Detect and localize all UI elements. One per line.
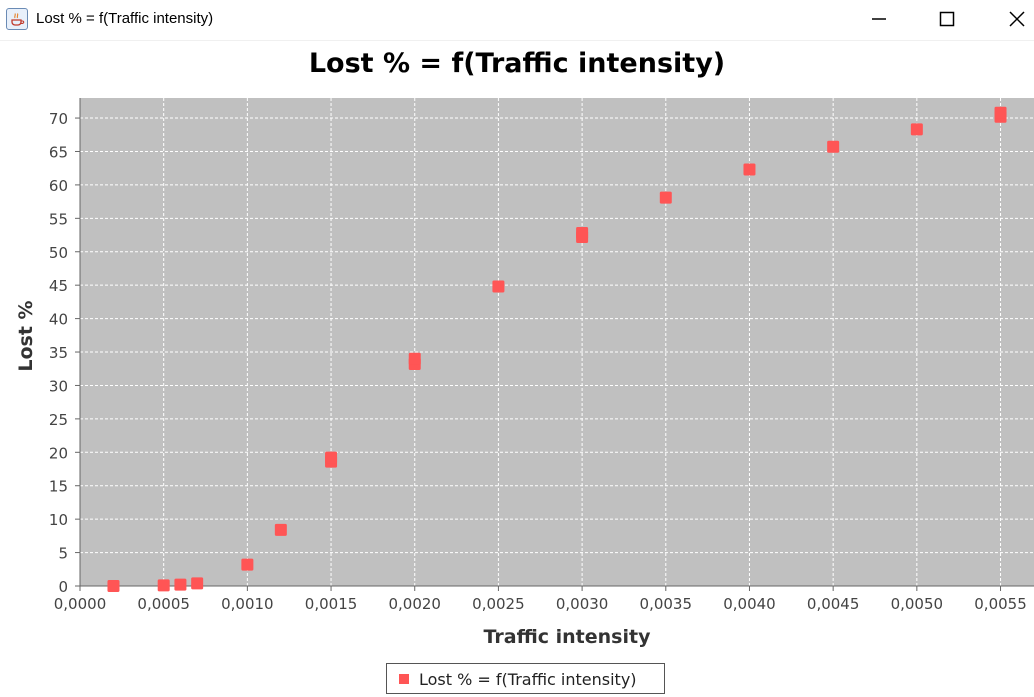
data-point <box>174 578 187 591</box>
legend: Lost % = f(Traffic intensity) <box>386 663 665 694</box>
x-tick-label: 0,0045 <box>807 595 860 613</box>
x-tick-label: 0,0015 <box>305 595 358 613</box>
data-point <box>659 191 672 204</box>
x-tick-label: 0,0000 <box>54 595 107 613</box>
java-cup-icon[interactable] <box>6 8 28 30</box>
y-tick-label: 50 <box>49 244 68 262</box>
data-point <box>241 558 254 571</box>
y-tick-label: 30 <box>49 377 68 395</box>
data-point <box>191 577 204 590</box>
x-tick-label: 0,0025 <box>472 595 525 613</box>
data-point <box>492 280 505 293</box>
data-point <box>827 140 840 153</box>
data-point <box>743 163 756 176</box>
plot-area <box>80 98 1034 586</box>
y-tick-label: 70 <box>49 110 68 128</box>
y-tick-label: 35 <box>49 344 68 362</box>
data-point <box>274 523 287 536</box>
x-axis: 0,0000 0,0005 0,0010 0,0015 0,0020 0,0025 0,00… <box>54 585 1034 613</box>
x-tick-label: 0,0040 <box>723 595 776 613</box>
data-point <box>910 123 923 136</box>
data-point <box>576 227 589 240</box>
x-tick-label: 0,0050 <box>891 595 944 613</box>
y-tick-label: 5 <box>58 545 68 563</box>
data-point <box>408 352 421 365</box>
maximize-icon <box>939 11 955 27</box>
data-point <box>994 106 1007 119</box>
x-axis-label: Traffic intensity <box>484 626 652 648</box>
close-icon <box>1009 11 1025 27</box>
chart-title: Lost % = f(Traffic intensity) <box>308 48 726 79</box>
y-tick-label: 45 <box>49 277 68 295</box>
scatter-chart: 0,0000 0,0005 0,0010 0,0015 0,0020 0,0025 0,00… <box>15 98 1034 648</box>
x-tick-label: 0,0030 <box>556 595 609 613</box>
x-tick-label: 0,0055 <box>974 595 1027 613</box>
y-tick-label: 60 <box>49 177 68 195</box>
y-tick-label: 55 <box>49 210 68 228</box>
y-axis: 0 5 10 15 20 25 30 35 40 45 50 55 60 65 70 <box>49 98 81 596</box>
y-gridlines <box>80 117 1034 554</box>
y-tick-label: 20 <box>49 444 68 462</box>
y-tick-label: 65 <box>49 143 68 161</box>
legend-label: Lost % = f(Traffic intensity) <box>419 670 637 689</box>
x-tick-label: 0,0005 <box>137 595 190 613</box>
y-tick-label: 0 <box>58 578 68 596</box>
y-tick-label: 10 <box>49 511 68 529</box>
data-point <box>157 579 170 592</box>
minimize-button[interactable] <box>856 0 902 40</box>
maximize-button[interactable] <box>924 0 970 40</box>
series-points <box>107 106 1007 592</box>
x-tick-label: 0,0035 <box>640 595 693 613</box>
legend-swatch <box>399 674 409 684</box>
x-tick-label: 0,0010 <box>221 595 274 613</box>
y-tick-label: 25 <box>49 411 68 429</box>
y-tick-label: 15 <box>49 478 68 496</box>
y-axis-label: Lost % <box>15 300 37 371</box>
close-button[interactable] <box>994 0 1034 40</box>
minimize-icon <box>872 18 886 20</box>
x-gridlines <box>163 98 1002 586</box>
window-title: Lost % = f(Traffic intensity) <box>36 10 214 27</box>
x-tick-label: 0,0020 <box>388 595 441 613</box>
data-point <box>107 580 120 592</box>
data-point <box>325 451 338 464</box>
window-titlebar: Lost % = f(Traffic intensity) <box>0 0 1034 41</box>
y-tick-label: 40 <box>49 311 68 329</box>
